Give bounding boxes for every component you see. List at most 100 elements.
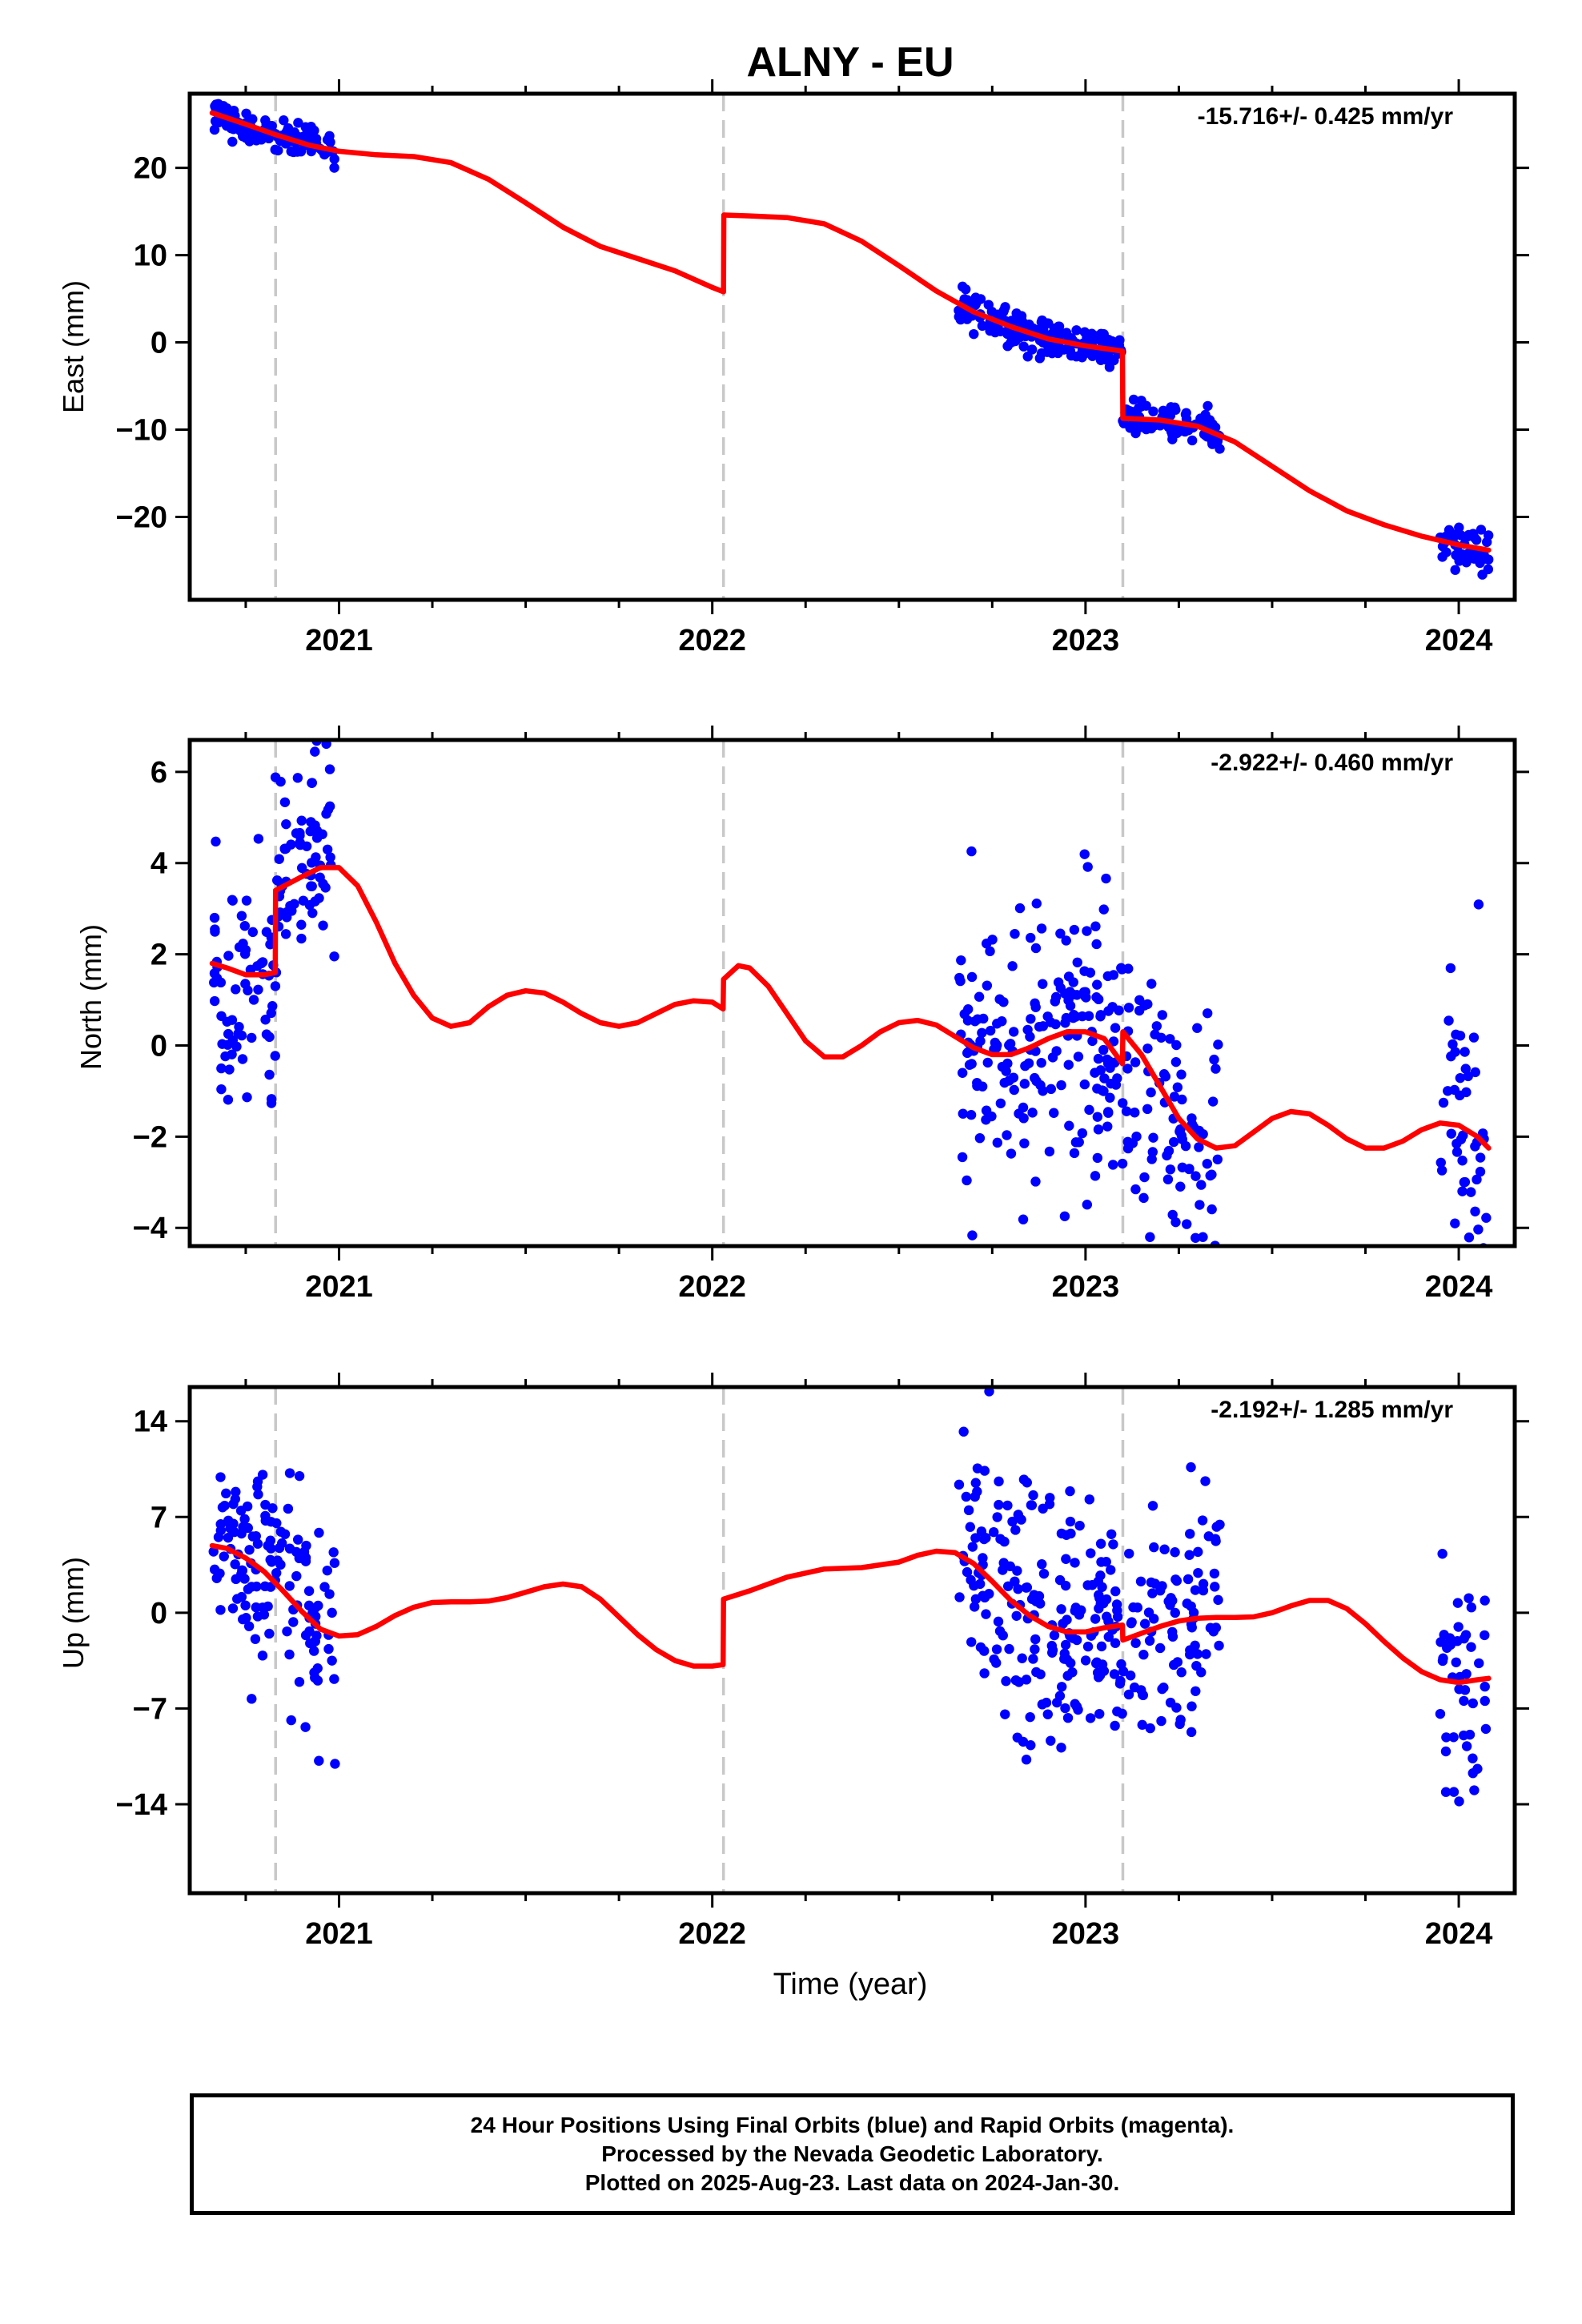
data-point <box>1046 1084 1057 1095</box>
data-point <box>216 1011 227 1021</box>
data-point <box>1026 932 1036 943</box>
data-point <box>1019 1079 1030 1089</box>
data-point <box>295 830 305 841</box>
data-point <box>1168 1659 1179 1671</box>
data-point <box>1145 1723 1155 1734</box>
x-tick-label: 2022 <box>678 1270 746 1304</box>
data-point <box>1435 1708 1446 1719</box>
x-tick-label: 2021 <box>305 1917 373 1951</box>
data-point <box>1458 1130 1468 1140</box>
data-point <box>1069 1148 1080 1159</box>
data-point <box>1066 1658 1076 1668</box>
data-point <box>241 895 252 906</box>
east-frame <box>187 91 1517 602</box>
data-point <box>1215 1519 1225 1530</box>
data-point <box>1037 1699 1048 1710</box>
data-point <box>209 995 220 1007</box>
data-point <box>279 1529 291 1539</box>
data-point <box>210 924 220 935</box>
data-point <box>236 911 247 921</box>
data-point <box>1191 1686 1201 1696</box>
data-point <box>1123 963 1134 974</box>
data-point <box>240 979 251 989</box>
data-point <box>1082 862 1093 872</box>
data-point <box>1018 1113 1029 1124</box>
data-point <box>1456 549 1466 560</box>
data-point <box>1480 553 1491 564</box>
data-point <box>329 1558 340 1568</box>
east-rate-annotation: -15.716+/- 0.425 mm/yr <box>1198 103 1454 130</box>
data-point <box>1197 1515 1208 1526</box>
data-point <box>1476 525 1487 535</box>
y-tick-label: 6 <box>151 756 167 790</box>
data-point <box>991 1658 1002 1668</box>
data-point <box>280 929 291 939</box>
up-frame <box>187 1385 1517 1896</box>
data-point <box>1470 1206 1480 1216</box>
data-point <box>1169 1092 1180 1102</box>
data-point <box>1110 1023 1121 1033</box>
north-model-curve <box>209 865 1492 1151</box>
data-point <box>264 1628 275 1639</box>
data-point <box>1072 957 1082 967</box>
data-point <box>330 1759 340 1769</box>
data-point <box>1130 1108 1140 1118</box>
data-point <box>974 991 985 1002</box>
data-point <box>957 1152 968 1163</box>
data-point <box>296 933 307 944</box>
data-point <box>282 1626 292 1637</box>
data-point <box>1177 1094 1187 1105</box>
data-point <box>1203 415 1215 425</box>
data-point <box>1080 348 1091 359</box>
data-point <box>266 1517 276 1527</box>
data-point <box>1443 1086 1453 1096</box>
data-point <box>1205 1622 1216 1633</box>
data-point <box>1460 1047 1470 1057</box>
data-point <box>1122 1136 1133 1147</box>
east-panel: East (mm) -15.716+/- 0.425 mm/yr 2021 202… <box>57 79 1529 657</box>
data-point <box>1092 1152 1103 1164</box>
data-point <box>1105 1092 1115 1103</box>
data-point <box>1056 1080 1066 1091</box>
data-point <box>1468 1698 1478 1709</box>
data-point <box>1451 1657 1461 1667</box>
data-point <box>1441 547 1452 557</box>
data-point <box>279 115 289 126</box>
data-point <box>1176 1130 1187 1141</box>
data-point <box>1461 1741 1472 1751</box>
data-point <box>966 1637 977 1647</box>
data-point <box>1480 1695 1490 1707</box>
data-point <box>999 1536 1010 1547</box>
data-point <box>1184 1247 1194 1256</box>
data-point <box>1185 1308 1195 1317</box>
data-point <box>329 154 339 164</box>
data-point <box>1082 1580 1093 1590</box>
data-point <box>1185 1649 1195 1660</box>
data-point <box>974 1132 986 1144</box>
data-point <box>1004 1643 1014 1655</box>
data-point <box>1036 323 1047 334</box>
data-point <box>260 1015 271 1025</box>
data-point <box>310 1602 320 1614</box>
data-point <box>1194 1142 1204 1152</box>
data-point <box>217 1039 227 1049</box>
data-point <box>1437 1549 1447 1559</box>
data-point <box>1477 1326 1487 1336</box>
data-point <box>1037 1559 1047 1570</box>
data-point <box>986 324 996 335</box>
data-point <box>1203 400 1213 412</box>
data-point <box>1095 1010 1106 1020</box>
data-point <box>310 746 320 757</box>
chart-title: ALNY - EU <box>746 39 954 86</box>
data-point <box>1061 935 1071 946</box>
data-point <box>958 1426 969 1437</box>
data-point <box>1481 1212 1492 1223</box>
data-point <box>247 1032 257 1043</box>
data-point <box>1185 1529 1195 1539</box>
data-point <box>1101 873 1111 884</box>
data-point <box>1036 348 1047 359</box>
data-point <box>1165 1034 1175 1044</box>
data-point <box>1157 1683 1167 1695</box>
y-tick-label: 4 <box>151 847 167 881</box>
data-point <box>238 1614 248 1625</box>
